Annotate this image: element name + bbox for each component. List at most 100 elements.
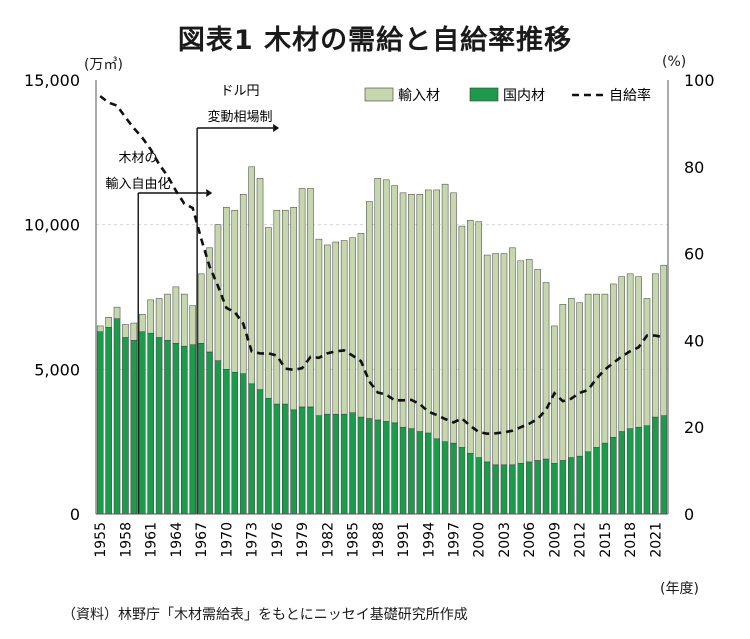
bar-import <box>492 253 499 466</box>
bar-import <box>248 166 255 385</box>
x-tick-label: 2000 <box>472 522 488 558</box>
bar-domestic <box>399 426 407 515</box>
x-axis-unit: (年度) <box>660 581 699 597</box>
bar-domestic <box>458 447 466 515</box>
x-tick-label: 1964 <box>169 522 185 558</box>
bar-import <box>332 241 340 415</box>
left-tick-label: 10,000 <box>24 216 80 235</box>
bar-import <box>391 185 398 424</box>
bar-domestic <box>223 369 230 515</box>
bar-domestic <box>509 464 516 515</box>
x-tick-label: 1955 <box>93 522 109 558</box>
axes: 0 5,000 10,000 15,000 0 20 40 60 80 100 1955 1958 19… <box>24 71 715 558</box>
bar-import <box>525 259 533 463</box>
right-tick-label: 40 <box>684 331 704 350</box>
right-tick-label: 100 <box>684 71 715 90</box>
annotation-arrowhead-liberalization <box>206 189 213 197</box>
bar-domestic <box>660 415 668 515</box>
bar-domestic <box>441 441 449 515</box>
bar-domestic <box>248 383 255 515</box>
bar-import <box>349 237 356 413</box>
bar-import <box>660 264 668 416</box>
bar-domestic <box>273 403 281 515</box>
x-tick-label: 2018 <box>623 522 639 558</box>
bar-import <box>382 179 390 422</box>
bar-domestic <box>542 458 550 515</box>
x-tick-label: 2006 <box>522 522 538 558</box>
bar-import <box>189 305 197 345</box>
right-tick-label: 0 <box>684 505 694 524</box>
bar-domestic <box>391 422 398 515</box>
x-tick-label: 1991 <box>396 522 412 558</box>
bar-domestic <box>374 419 382 515</box>
x-tick-label: 2003 <box>497 522 513 558</box>
bar-import <box>290 207 297 411</box>
bar-domestic <box>483 461 491 515</box>
bar-domestic <box>525 461 533 515</box>
bar-import <box>559 303 567 461</box>
x-tick-label: 1970 <box>219 522 235 558</box>
ratio-line <box>99 95 665 436</box>
x-tick-label: 1979 <box>295 522 311 558</box>
bar-import <box>366 201 373 419</box>
bar-import <box>273 209 281 405</box>
bar-domestic <box>517 463 525 515</box>
bar-import <box>223 207 230 370</box>
bar-import <box>567 298 575 458</box>
bar-domestic <box>307 406 314 515</box>
bar-domestic <box>349 412 356 515</box>
bar-import <box>652 273 659 418</box>
bar-domestic <box>652 416 659 515</box>
right-tick-label: 60 <box>684 245 704 264</box>
bar-import <box>399 192 407 428</box>
bar-import <box>231 209 239 373</box>
bar-domestic <box>105 327 112 515</box>
bar-domestic <box>96 331 104 515</box>
bar-import <box>181 293 188 347</box>
bar-domestic <box>492 464 499 515</box>
bar-domestic <box>332 413 340 515</box>
bar-import <box>374 178 382 421</box>
x-tick-label: 1997 <box>447 522 463 558</box>
source-note: （資料）林野庁「木材需給表」をもとにニッセイ基礎研究所作成 <box>62 607 468 623</box>
bar-import <box>424 189 432 434</box>
left-axis-unit: (万㎥) <box>84 57 123 73</box>
bar-import <box>315 238 323 416</box>
bar-domestic <box>181 345 188 515</box>
bar-domestic <box>147 332 154 515</box>
bar-import <box>122 324 129 338</box>
bar-import <box>172 286 180 344</box>
bar-import <box>643 298 651 427</box>
bar-domestic <box>593 447 600 515</box>
annotation-text-liberalization: 木材の <box>118 151 157 166</box>
bar-import <box>635 276 642 428</box>
bar-domestic <box>239 373 247 515</box>
x-tick-label: 1985 <box>346 522 362 558</box>
bar-domestic <box>130 340 138 515</box>
x-tick-label: 1958 <box>118 522 134 558</box>
bar-domestic <box>164 340 171 515</box>
legend-swatch-domestic <box>469 87 499 102</box>
bar-domestic <box>610 437 617 515</box>
bars <box>96 166 668 515</box>
bar-import <box>265 227 272 399</box>
bar-import <box>475 221 483 458</box>
bar-import <box>298 188 306 408</box>
bar-domestic <box>197 343 205 515</box>
bar-import <box>130 322 138 341</box>
bar-domestic <box>643 425 651 515</box>
bar-domestic <box>290 409 297 515</box>
bar-import <box>147 299 154 334</box>
bar-import <box>534 269 541 461</box>
bar-import <box>197 273 205 344</box>
bar-import <box>307 188 314 408</box>
bar-import <box>281 209 289 405</box>
bar-domestic <box>265 398 272 515</box>
bar-domestic <box>189 344 197 515</box>
legend-label-ratio: 自給率 <box>609 87 651 104</box>
bar-import <box>239 194 247 374</box>
x-tick-label: 1988 <box>371 522 387 558</box>
bar-import <box>576 302 583 457</box>
